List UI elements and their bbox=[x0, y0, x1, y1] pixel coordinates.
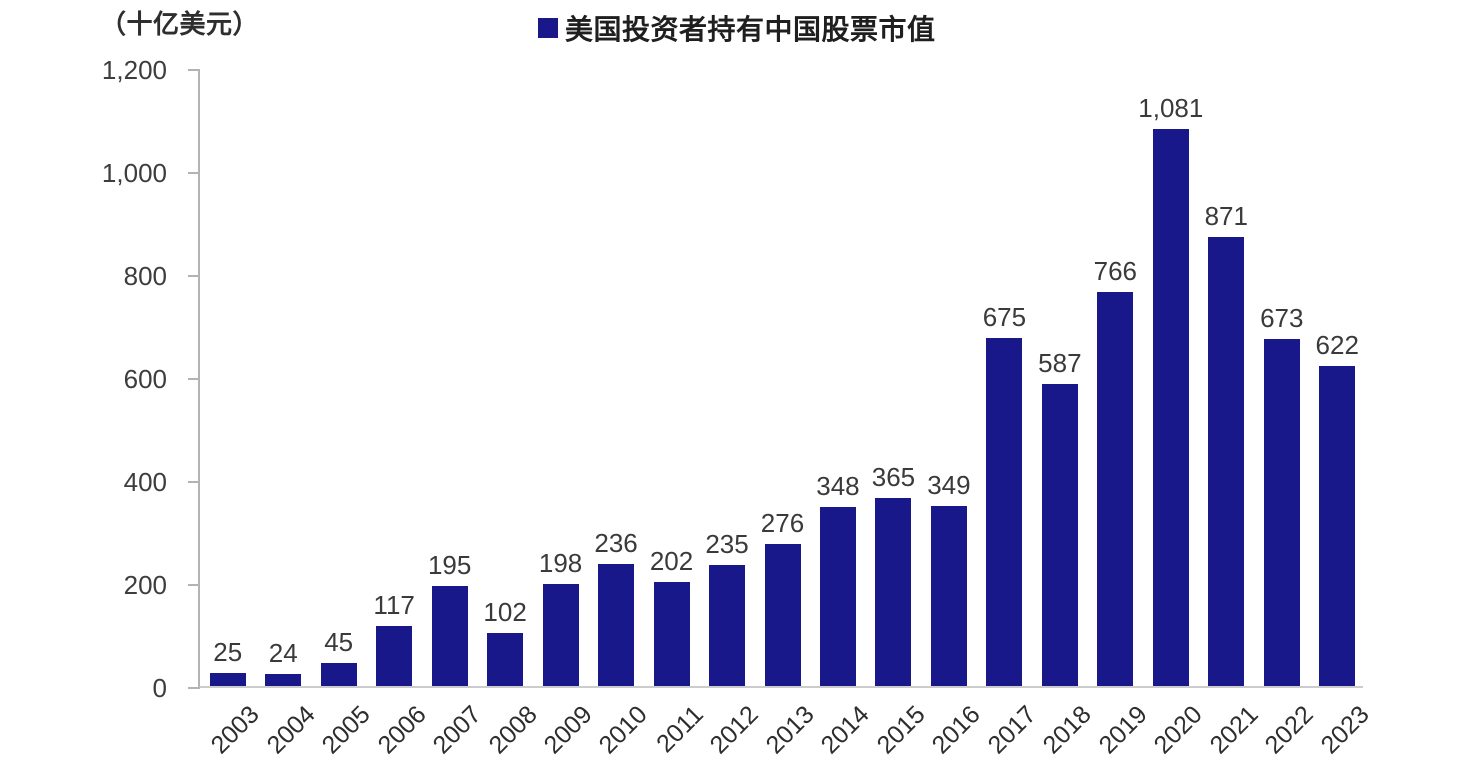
bar-value-label: 365 bbox=[871, 462, 916, 493]
y-tick-mark bbox=[188, 275, 200, 277]
plot-area: 25 24 45 117 195 102 198 236 202 235 276 348 365 349 6… bbox=[188, 69, 1363, 689]
bar-value-label: 1,081 bbox=[1138, 93, 1204, 124]
x-axis-label: 2022 bbox=[1259, 700, 1319, 760]
bar-2020 bbox=[1152, 129, 1189, 686]
y-tick-mark bbox=[188, 69, 200, 71]
x-axis-label: 2009 bbox=[538, 700, 598, 760]
bar-value-label: 235 bbox=[705, 528, 749, 559]
bar-value-label: 348 bbox=[816, 470, 860, 501]
bar-value-label: 276 bbox=[760, 507, 805, 538]
legend-label: 美国投资者持有中国股票市值 bbox=[565, 14, 936, 45]
y-axis-label: 1,000 bbox=[101, 158, 167, 188]
legend: 美国投资者持有中国股票市值 bbox=[538, 8, 936, 48]
legend-swatch-icon bbox=[538, 18, 558, 38]
bar-2019 bbox=[1097, 291, 1134, 686]
x-axis-label: 2021 bbox=[1204, 700, 1264, 760]
bar-2010 bbox=[598, 564, 635, 686]
bar-value-label: 24 bbox=[268, 637, 298, 668]
x-axis-label: 2010 bbox=[594, 700, 654, 760]
bar-value-label: 202 bbox=[649, 545, 694, 576]
bar-value-label: 766 bbox=[1093, 255, 1138, 286]
bar-2006 bbox=[376, 625, 413, 686]
y-tick-mark bbox=[188, 378, 200, 380]
bar-value-label: 349 bbox=[927, 470, 971, 501]
y-tick-mark bbox=[188, 584, 200, 586]
bar-value-label: 198 bbox=[538, 548, 583, 579]
y-tick-mark bbox=[188, 481, 200, 483]
y-tick-mark bbox=[188, 687, 200, 689]
x-axis-label: 2023 bbox=[1315, 700, 1375, 760]
bar-value-label: 673 bbox=[1260, 303, 1304, 334]
bar-2021 bbox=[1208, 237, 1245, 686]
y-axis-label: 1,200 bbox=[101, 55, 167, 85]
bar-2011 bbox=[653, 581, 690, 686]
x-axis-label: 2013 bbox=[760, 700, 820, 760]
bar-2022 bbox=[1263, 339, 1300, 686]
x-axis-label: 2017 bbox=[982, 700, 1042, 760]
x-axis-label: 2011 bbox=[650, 700, 709, 759]
bar-2005 bbox=[320, 662, 357, 686]
bar-2015 bbox=[875, 498, 912, 686]
bar-2018 bbox=[1041, 383, 1078, 686]
x-axis-label: 2007 bbox=[427, 700, 487, 760]
bar-value-label: 117 bbox=[373, 589, 415, 620]
y-tick-mark bbox=[188, 172, 200, 174]
x-axis-label: 2008 bbox=[483, 700, 543, 760]
bar-value-label: 675 bbox=[982, 302, 1027, 333]
bar-2003 bbox=[209, 673, 246, 686]
y-axis-label: 600 bbox=[123, 364, 167, 394]
bar-2007 bbox=[431, 585, 468, 686]
x-axis-label: 2015 bbox=[871, 700, 931, 760]
x-axis-label: 2020 bbox=[1148, 700, 1208, 760]
x-axis-label: 2014 bbox=[815, 700, 876, 760]
bar-2013 bbox=[764, 543, 801, 686]
x-axis-label: 2019 bbox=[1093, 700, 1153, 760]
bar-value-label: 236 bbox=[594, 528, 638, 559]
y-axis-label: 0 bbox=[152, 673, 167, 703]
bar-2008 bbox=[487, 633, 524, 686]
x-axis-label: 2016 bbox=[926, 700, 987, 760]
bar-value-label: 45 bbox=[324, 626, 354, 657]
bar-2016 bbox=[930, 506, 967, 686]
y-axis-label: 400 bbox=[123, 467, 167, 497]
x-axis-label: 2005 bbox=[316, 700, 376, 760]
x-axis-label: 2006 bbox=[372, 700, 432, 760]
bar-value-label: 195 bbox=[427, 549, 472, 580]
x-axis-label: 2004 bbox=[261, 700, 321, 760]
y-axis-label: 800 bbox=[123, 261, 167, 291]
bar-value-label: 25 bbox=[213, 637, 243, 668]
bar-2009 bbox=[542, 584, 579, 686]
bar-2012 bbox=[709, 564, 746, 686]
bar-2004 bbox=[265, 673, 302, 686]
x-axis-label: 2012 bbox=[704, 700, 765, 760]
y-axis-label: 200 bbox=[123, 570, 167, 600]
bar-value-label: 871 bbox=[1204, 201, 1248, 232]
x-axis-label: 2003 bbox=[205, 700, 265, 760]
bar-2023 bbox=[1319, 365, 1356, 686]
bar-value-label: 587 bbox=[1038, 347, 1082, 378]
x-axis-label: 2018 bbox=[1037, 700, 1097, 760]
y-axis-unit-label: （十亿美元） bbox=[100, 9, 260, 39]
bar-value-label: 622 bbox=[1315, 329, 1359, 360]
bar-2017 bbox=[986, 338, 1023, 686]
bar-2014 bbox=[819, 506, 856, 686]
bar-value-label: 102 bbox=[483, 597, 527, 628]
